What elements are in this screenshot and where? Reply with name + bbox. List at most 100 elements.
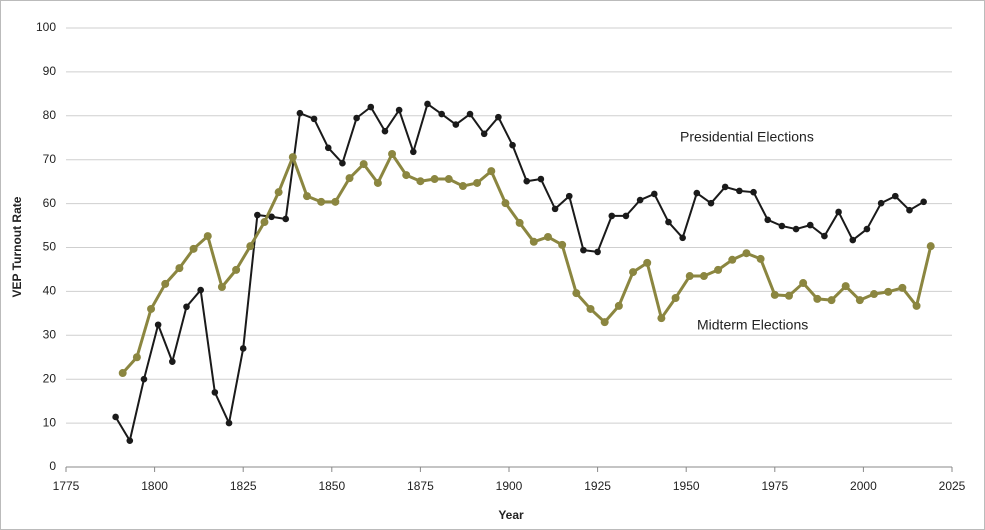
point xyxy=(274,188,283,197)
point xyxy=(608,212,616,220)
point xyxy=(501,199,510,208)
point xyxy=(841,282,850,291)
point xyxy=(877,199,885,207)
point xyxy=(246,242,255,251)
point xyxy=(679,234,686,242)
point xyxy=(331,197,340,206)
point xyxy=(324,144,332,152)
y-tick-label: 100 xyxy=(36,20,56,34)
point xyxy=(565,192,573,200)
point xyxy=(827,296,836,305)
point xyxy=(594,248,601,256)
point xyxy=(685,272,694,281)
point xyxy=(410,148,417,156)
point xyxy=(614,301,623,310)
point xyxy=(572,289,581,298)
point xyxy=(373,178,382,187)
point xyxy=(161,279,170,288)
point xyxy=(317,197,326,206)
x-tick-label: 1975 xyxy=(761,479,788,493)
point xyxy=(629,268,638,277)
point xyxy=(424,100,431,108)
point xyxy=(926,242,935,251)
y-tick-label: 70 xyxy=(43,152,57,166)
point xyxy=(388,149,397,158)
y-tick-label: 20 xyxy=(43,371,57,385)
x-tick-label: 1900 xyxy=(496,479,523,493)
point xyxy=(884,287,893,296)
point xyxy=(693,189,701,197)
point xyxy=(509,141,516,149)
point xyxy=(849,236,857,244)
point xyxy=(821,232,828,240)
point xyxy=(835,208,842,216)
point xyxy=(515,218,524,227)
point xyxy=(736,187,743,195)
point xyxy=(345,174,354,183)
point xyxy=(906,206,913,214)
y-tick-label: 80 xyxy=(43,108,57,122)
point xyxy=(523,177,531,185)
point xyxy=(870,290,879,299)
point xyxy=(189,244,198,253)
point xyxy=(381,127,389,135)
x-tick-label: 1850 xyxy=(318,479,345,493)
point xyxy=(197,286,204,294)
annotation: Midterm Elections xyxy=(697,317,808,333)
y-tick-label: 30 xyxy=(43,327,57,341)
point xyxy=(750,188,757,196)
y-tick-label: 10 xyxy=(43,415,57,429)
point xyxy=(232,265,241,274)
x-tick-label: 1950 xyxy=(673,479,700,493)
point xyxy=(537,175,545,183)
point xyxy=(395,106,403,114)
point xyxy=(140,375,148,383)
point xyxy=(473,178,482,187)
point xyxy=(558,240,567,249)
point xyxy=(239,345,247,352)
point xyxy=(169,358,176,365)
point xyxy=(586,304,595,313)
point xyxy=(211,389,219,396)
point xyxy=(254,211,261,219)
x-tick-label: 1775 xyxy=(53,479,80,493)
point xyxy=(203,232,212,241)
point xyxy=(339,159,346,167)
point xyxy=(721,183,729,191)
point xyxy=(784,291,793,300)
point xyxy=(132,353,141,362)
point xyxy=(764,216,772,224)
point xyxy=(543,232,552,241)
point xyxy=(487,167,496,176)
point xyxy=(288,153,297,162)
point xyxy=(260,218,269,227)
x-tick-label: 1825 xyxy=(230,479,257,493)
point xyxy=(416,177,425,186)
point xyxy=(778,222,786,230)
x-tick-label: 1925 xyxy=(584,479,611,493)
point xyxy=(402,171,411,180)
point xyxy=(580,246,587,254)
point xyxy=(430,175,439,184)
point xyxy=(920,198,927,206)
point xyxy=(665,218,672,226)
point xyxy=(792,225,800,233)
point xyxy=(699,272,708,281)
point xyxy=(353,114,360,122)
point xyxy=(438,110,445,118)
point xyxy=(707,199,715,207)
point xyxy=(112,413,119,421)
point xyxy=(529,237,538,246)
point xyxy=(671,293,680,302)
y-tick-label: 60 xyxy=(43,196,57,210)
x-tick-label: 1800 xyxy=(141,479,168,493)
point xyxy=(657,314,666,323)
point xyxy=(799,279,808,288)
y-tick-label: 40 xyxy=(43,284,57,298)
y-tick-label: 0 xyxy=(49,459,56,473)
point xyxy=(452,121,460,128)
point xyxy=(268,213,275,221)
x-axis-title: Year xyxy=(498,508,524,522)
point xyxy=(855,296,864,305)
